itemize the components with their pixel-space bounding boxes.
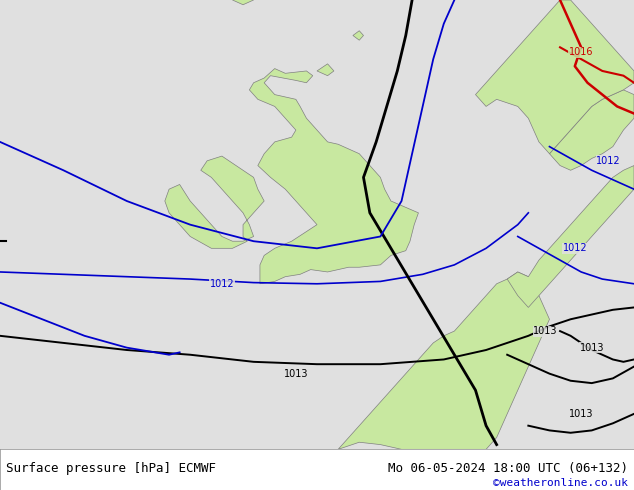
Text: 1016: 1016 (569, 47, 593, 57)
Text: Mo 06-05-2024 18:00 UTC (06+132): Mo 06-05-2024 18:00 UTC (06+132) (387, 462, 628, 474)
Polygon shape (338, 272, 550, 449)
Polygon shape (550, 90, 634, 170)
Text: ©weatheronline.co.uk: ©weatheronline.co.uk (493, 478, 628, 488)
Polygon shape (476, 0, 634, 154)
Text: 1012: 1012 (210, 279, 234, 289)
Polygon shape (507, 166, 634, 307)
Polygon shape (233, 0, 254, 5)
Text: 1012: 1012 (562, 244, 587, 253)
Polygon shape (165, 156, 264, 248)
Polygon shape (317, 64, 334, 75)
Polygon shape (353, 31, 363, 40)
Text: 1013: 1013 (569, 409, 593, 419)
Text: Surface pressure [hPa] ECMWF: Surface pressure [hPa] ECMWF (6, 462, 216, 474)
Polygon shape (249, 69, 418, 284)
Text: 1012: 1012 (597, 156, 621, 166)
Text: 1013: 1013 (283, 368, 308, 379)
Text: 1013: 1013 (533, 326, 557, 336)
Text: 1013: 1013 (579, 343, 604, 353)
